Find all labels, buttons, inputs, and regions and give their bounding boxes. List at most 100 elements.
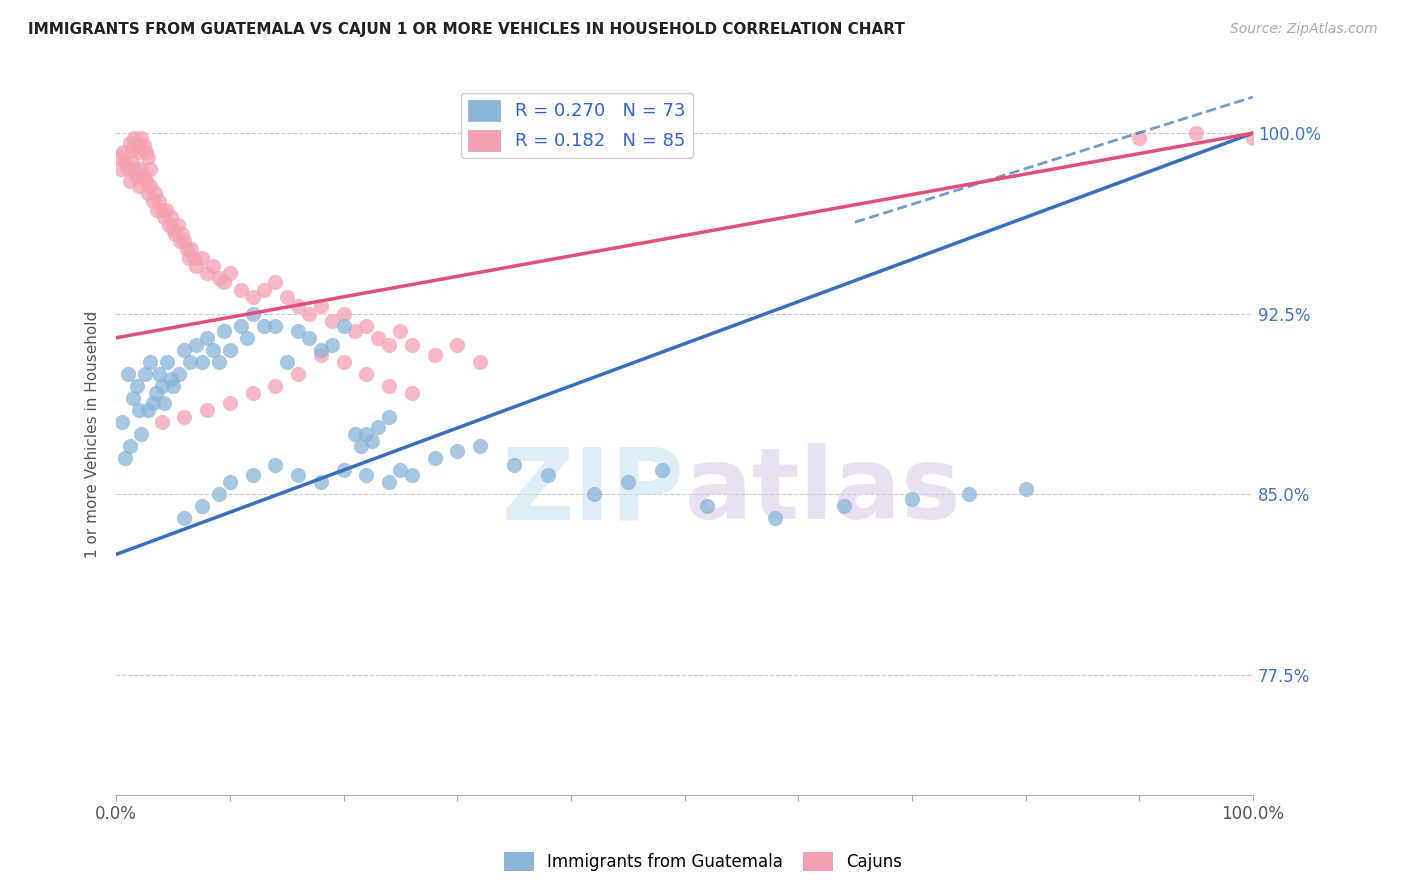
Point	[468, 439, 491, 453]
Legend: Immigrants from Guatemala, Cajuns: Immigrants from Guatemala, Cajuns	[495, 843, 911, 880]
Point	[184, 338, 207, 352]
Point	[582, 487, 605, 501]
Point	[139, 162, 162, 177]
Point	[125, 169, 148, 184]
Point	[242, 467, 264, 482]
Point	[114, 451, 136, 466]
Point	[765, 511, 787, 525]
Point	[142, 194, 165, 208]
Point	[114, 155, 136, 169]
Point	[1241, 131, 1264, 145]
Point	[153, 395, 176, 409]
Point	[287, 367, 309, 381]
Point	[111, 415, 134, 429]
Point	[389, 324, 412, 338]
Point	[153, 211, 176, 225]
Point	[219, 395, 242, 409]
Point	[118, 136, 141, 150]
Point	[180, 242, 202, 256]
Point	[162, 222, 184, 236]
Point	[212, 276, 235, 290]
Point	[155, 203, 177, 218]
Point	[231, 318, 253, 333]
Point	[190, 500, 212, 514]
Point	[207, 355, 229, 369]
Point	[356, 467, 378, 482]
Point	[132, 169, 155, 184]
Point	[179, 355, 201, 369]
Point	[143, 186, 166, 201]
Point	[349, 439, 371, 453]
Point	[110, 162, 132, 177]
Point	[242, 386, 264, 401]
Point	[176, 242, 198, 256]
Point	[150, 203, 173, 218]
Point	[356, 427, 378, 442]
Point	[367, 419, 389, 434]
Point	[139, 355, 162, 369]
Point	[136, 403, 159, 417]
Point	[309, 475, 332, 490]
Point	[173, 343, 195, 357]
Point	[309, 300, 332, 314]
Point	[242, 307, 264, 321]
Point	[253, 283, 276, 297]
Point	[190, 252, 212, 266]
Point	[343, 324, 366, 338]
Point	[446, 338, 468, 352]
Point	[177, 252, 200, 266]
Legend: R = 0.270   N = 73, R = 0.182   N = 85: R = 0.270 N = 73, R = 0.182 N = 85	[461, 93, 693, 158]
Point	[378, 379, 401, 393]
Point	[264, 379, 287, 393]
Point	[173, 235, 195, 249]
Point	[253, 318, 276, 333]
Point	[128, 403, 150, 417]
Point	[616, 475, 638, 490]
Point	[401, 386, 423, 401]
Point	[423, 348, 446, 362]
Text: IMMIGRANTS FROM GUATEMALA VS CAJUN 1 OR MORE VEHICLES IN HOUSEHOLD CORRELATION C: IMMIGRANTS FROM GUATEMALA VS CAJUN 1 OR …	[28, 22, 905, 37]
Point	[537, 467, 560, 482]
Point	[117, 162, 139, 177]
Point	[148, 194, 170, 208]
Point	[343, 427, 366, 442]
Point	[332, 355, 354, 369]
Point	[195, 331, 218, 345]
Point	[148, 367, 170, 381]
Text: ZIP: ZIP	[502, 443, 685, 541]
Point	[169, 235, 191, 249]
Point	[125, 138, 148, 153]
Point	[832, 500, 855, 514]
Point	[651, 463, 673, 477]
Point	[122, 391, 145, 405]
Point	[128, 179, 150, 194]
Point	[219, 266, 242, 280]
Point	[134, 367, 156, 381]
Point	[150, 379, 173, 393]
Point	[112, 145, 135, 160]
Point	[135, 145, 157, 160]
Point	[389, 463, 412, 477]
Point	[162, 379, 184, 393]
Point	[231, 283, 253, 297]
Point	[242, 290, 264, 304]
Point	[309, 348, 332, 362]
Point	[356, 318, 378, 333]
Point	[401, 338, 423, 352]
Point	[264, 318, 287, 333]
Point	[173, 511, 195, 525]
Point	[378, 338, 401, 352]
Point	[173, 410, 195, 425]
Point	[157, 218, 180, 232]
Point	[332, 318, 354, 333]
Point	[165, 227, 187, 242]
Y-axis label: 1 or more Vehicles in Household: 1 or more Vehicles in Household	[86, 310, 100, 558]
Point	[219, 475, 242, 490]
Point	[287, 324, 309, 338]
Point	[287, 467, 309, 482]
Point	[276, 290, 298, 304]
Point	[125, 379, 148, 393]
Point	[321, 338, 343, 352]
Point	[124, 131, 146, 145]
Point	[145, 386, 167, 401]
